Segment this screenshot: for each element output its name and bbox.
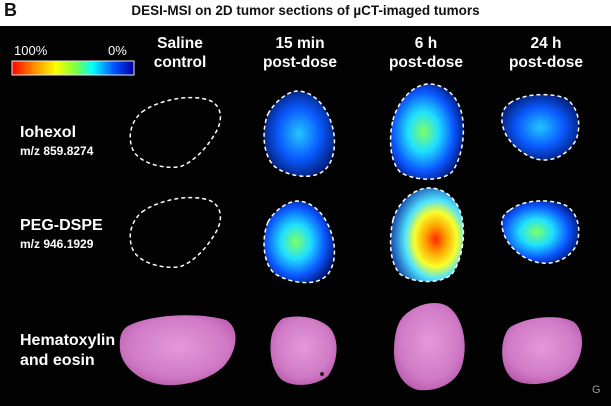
row-label-he-line1: Hematoxylin bbox=[20, 332, 116, 349]
outline-saline-pegdspe bbox=[129, 196, 222, 269]
column-header-6h: 6 h post-dose bbox=[376, 34, 476, 72]
column-header-15min: 15 min post-dose bbox=[250, 34, 350, 72]
row-label-he-line2: and eosin bbox=[20, 352, 95, 369]
corner-mark: G bbox=[592, 384, 601, 396]
colorbar-max-label: 100% bbox=[14, 43, 48, 58]
tissue-6h-pegdspe bbox=[390, 187, 464, 282]
figure-title: DESI-MSI on 2D tumor sections of µCT-ima… bbox=[131, 3, 480, 18]
outline-6h-iohexol bbox=[389, 83, 465, 180]
he-6h bbox=[394, 303, 465, 391]
row-mz-pegdspe: m/z 946.1929 bbox=[20, 237, 94, 251]
column-header-24h: 24 h post-dose bbox=[496, 34, 596, 72]
he-24h bbox=[502, 317, 583, 385]
outline-15min-iohexol bbox=[263, 90, 336, 178]
column-header-line2: post-dose bbox=[262, 54, 338, 71]
column-header-saline: Saline control bbox=[130, 34, 230, 72]
outline-24h-iohexol bbox=[501, 93, 580, 161]
outline-6h-pegdspe bbox=[389, 187, 465, 283]
outline-15min-pegdspe bbox=[263, 200, 336, 284]
outline-saline-iohexol bbox=[129, 96, 222, 169]
tissue-15min-pegdspe bbox=[264, 201, 335, 283]
colorbar bbox=[11, 60, 135, 76]
row-label-iohexol: Iohexol bbox=[20, 124, 77, 141]
row-mz-iohexol: m/z 859.8274 bbox=[20, 144, 94, 158]
column-header-line2: post-dose bbox=[508, 54, 584, 71]
column-header-line1: 6 h bbox=[414, 35, 438, 52]
he-15min bbox=[270, 316, 337, 385]
tissue-24h-iohexol bbox=[501, 94, 579, 161]
tissue-24h-pegdspe bbox=[501, 200, 579, 264]
tissue-6h-iohexol bbox=[390, 83, 464, 180]
column-header-line1: Saline bbox=[157, 35, 203, 52]
column-header-line2: post-dose bbox=[388, 54, 464, 71]
panel-letter: B bbox=[4, 0, 17, 20]
he-15min-spot bbox=[320, 372, 324, 376]
row-label-pegdspe: PEG-DSPE bbox=[20, 217, 103, 234]
colorbar-min-label: 0% bbox=[108, 43, 127, 58]
column-header-line1: 24 h bbox=[530, 35, 562, 52]
tissue-15min-iohexol bbox=[264, 91, 335, 177]
column-header-line1: 15 min bbox=[275, 35, 325, 52]
outline-24h-pegdspe bbox=[501, 200, 580, 264]
he-saline bbox=[119, 315, 236, 386]
column-header-line2: control bbox=[153, 54, 207, 71]
